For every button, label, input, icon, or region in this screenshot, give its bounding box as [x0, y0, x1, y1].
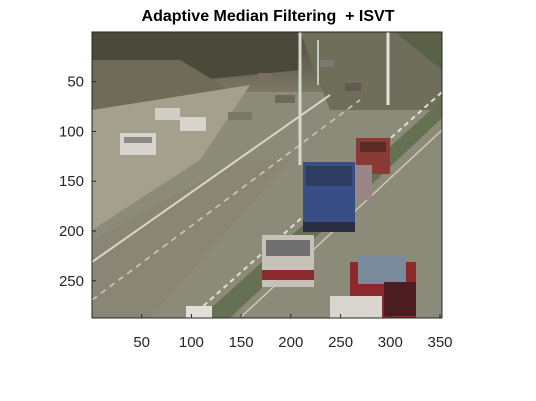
x-tick-label: 250	[328, 334, 353, 351]
axes-box	[91, 31, 443, 319]
y-tick-label: 50	[67, 74, 84, 91]
x-axis: 50 100 150 200 250 300 350	[133, 314, 453, 351]
highway-traffic-photo	[92, 32, 442, 318]
x-tick-label: 350	[427, 334, 452, 351]
y-axis: 50 100 150 200 250	[59, 74, 96, 290]
x-tick-label: 200	[278, 334, 303, 351]
y-tick-label: 250	[59, 273, 84, 290]
x-tick-label: 300	[378, 334, 403, 351]
x-tick-label: 150	[229, 334, 254, 351]
y-tick-label: 150	[59, 173, 84, 190]
y-tick-label: 200	[59, 223, 84, 240]
figure-title: Adaptive Median Filtering + ISVT	[141, 8, 395, 25]
x-tick-label: 50	[133, 334, 150, 351]
x-tick-label: 100	[179, 334, 204, 351]
y-tick-label: 100	[59, 123, 84, 140]
